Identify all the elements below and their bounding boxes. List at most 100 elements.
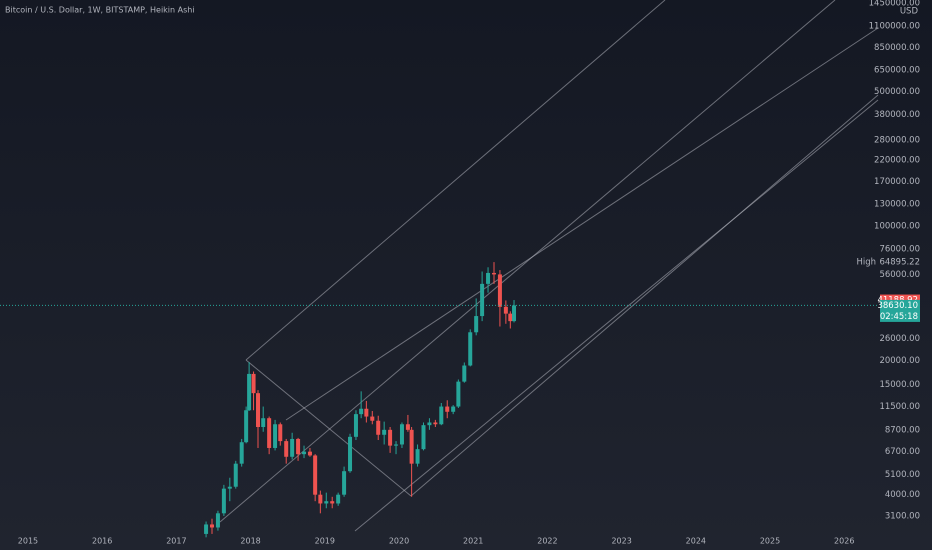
y-tick-label: 170000.00 — [874, 177, 920, 187]
candle-body — [456, 381, 461, 407]
candle-body — [284, 441, 289, 457]
candle-body — [370, 416, 375, 421]
candle-body — [409, 429, 414, 464]
candle-body — [439, 406, 444, 425]
y-tick-label: 11500.00 — [879, 402, 920, 412]
x-tick-label: 2020 — [389, 537, 409, 546]
y-tick-label: 100000.00 — [874, 222, 920, 232]
candle-body — [468, 332, 473, 366]
candle-body — [445, 406, 450, 412]
candle-body — [394, 444, 399, 446]
candle-body — [290, 438, 295, 457]
y-tick-label: 26000.00 — [879, 334, 920, 344]
y-tick-label: 220000.00 — [874, 156, 920, 166]
pitchfork-line — [410, 94, 879, 497]
y-tick-label: 4000.00 — [885, 490, 920, 500]
y-tick-label: 20000.00 — [879, 356, 920, 366]
candle-body — [302, 451, 307, 455]
y-tick-label: 130000.00 — [874, 200, 920, 210]
candle-body — [486, 272, 491, 284]
pitchfork-line — [285, 27, 879, 421]
x-tick-label: 2015 — [18, 537, 38, 546]
y-tick-label: 1450000.00 — [869, 0, 920, 8]
y-tick-label: 15000.00 — [879, 380, 920, 390]
candle-body — [497, 274, 502, 307]
x-tick-label: 2021 — [463, 537, 483, 546]
pitchfork — [219, 0, 879, 532]
axis-unit: USD — [900, 7, 919, 17]
candle-body — [273, 424, 278, 448]
pitchfork-line — [245, 359, 412, 497]
candle-body — [267, 418, 272, 448]
y-tick-label: 380000.00 — [874, 110, 920, 120]
candle-body — [451, 406, 456, 412]
candle-body — [388, 429, 393, 446]
high-value: 64895.22 — [879, 258, 920, 268]
y-tick-label: 76000.00 — [879, 244, 920, 254]
candle-body — [307, 451, 312, 456]
candle-body — [296, 438, 301, 455]
x-tick-label: 2024 — [686, 537, 706, 546]
pitchfork-line — [354, 99, 879, 532]
x-tick-label: 2025 — [760, 537, 780, 546]
candle-body — [399, 424, 404, 445]
candle-body — [364, 408, 369, 417]
x-tick-label: 2023 — [611, 537, 631, 546]
candle-body — [462, 365, 467, 382]
candle-body — [256, 393, 261, 428]
x-tick-label: 2016 — [92, 537, 112, 546]
y-tick-label: 500000.00 — [874, 87, 920, 97]
pitchfork-line — [219, 0, 836, 523]
candle-body — [244, 410, 249, 443]
x-tick-label: 2026 — [834, 537, 854, 546]
chart-title: Bitcoin / U.S. Dollar, 1W, BITSTAMP, Hei… — [5, 6, 195, 15]
y-tick-label: 3100.00 — [885, 511, 920, 521]
y-tick-label: 650000.00 — [874, 65, 920, 75]
candle-body — [204, 524, 209, 534]
y-tick-label: 280000.00 — [874, 136, 920, 146]
candle-body — [427, 422, 432, 426]
candle-body — [278, 424, 283, 442]
x-tick-label: 2017 — [166, 537, 186, 546]
candle-body — [376, 420, 381, 435]
countdown: 02:45:18 — [880, 312, 918, 322]
candle-body — [233, 463, 238, 487]
candle-body — [330, 501, 335, 504]
x-tick-label: 2019 — [315, 537, 335, 546]
candle-body — [261, 418, 266, 428]
candle-body — [405, 424, 410, 430]
candle-body — [251, 373, 256, 394]
candle-body — [239, 442, 244, 464]
x-tick-label: 2018 — [240, 537, 260, 546]
y-tick-label: 56000.00 — [879, 270, 920, 280]
y-tick-label: 6700.00 — [885, 447, 920, 457]
pitchfork-line — [245, 0, 666, 361]
candle-body — [247, 373, 252, 411]
candle-body — [353, 414, 358, 437]
last-price-label: 38630.10 — [877, 301, 918, 311]
candle-body — [215, 513, 220, 528]
candle-body — [512, 305, 517, 322]
candle-body — [227, 486, 232, 489]
candle-body — [359, 408, 364, 415]
candle-body — [382, 429, 387, 435]
candle-body — [421, 425, 426, 450]
candle-body — [503, 306, 508, 314]
y-tick-label: 1100000.00 — [869, 21, 920, 31]
x-tick-label: 2022 — [537, 537, 557, 546]
candle-body — [508, 313, 513, 322]
candle-body — [342, 471, 347, 495]
candle-body — [318, 494, 323, 504]
y-tick-label: 8700.00 — [885, 425, 920, 435]
candle-body — [348, 436, 353, 472]
candle-body — [474, 316, 479, 333]
y-tick-label: 850000.00 — [874, 43, 920, 53]
candle-body — [491, 272, 496, 275]
high-label: High — [856, 258, 876, 268]
candle-body — [221, 488, 226, 514]
candle-body — [415, 449, 420, 464]
candle-body — [313, 455, 318, 495]
